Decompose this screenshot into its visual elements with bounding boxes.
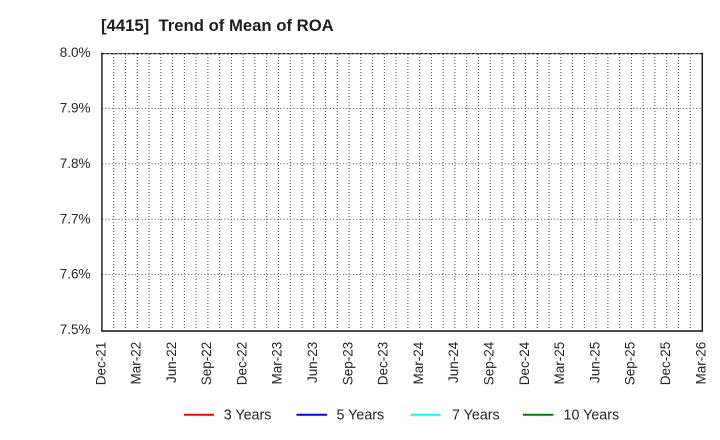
- svg-text:Dec-25: Dec-25: [658, 342, 673, 386]
- svg-text:Mar-24: Mar-24: [411, 341, 426, 384]
- svg-text:3 Years: 3 Years: [224, 408, 272, 424]
- svg-text:Dec-21: Dec-21: [93, 342, 108, 386]
- svg-text:5 Years: 5 Years: [337, 408, 385, 424]
- svg-text:Mar-25: Mar-25: [552, 342, 567, 385]
- svg-text:Mar-22: Mar-22: [129, 342, 144, 385]
- svg-text:Dec-23: Dec-23: [376, 342, 391, 386]
- svg-text:Jun-24: Jun-24: [446, 341, 461, 383]
- svg-text:10 Years: 10 Years: [564, 408, 620, 424]
- svg-text:Sep-25: Sep-25: [623, 342, 638, 386]
- svg-text:Jun-25: Jun-25: [587, 342, 602, 383]
- svg-text:Jun-22: Jun-22: [164, 342, 179, 383]
- svg-text:Mar-23: Mar-23: [270, 342, 285, 385]
- svg-text:Sep-24: Sep-24: [481, 341, 496, 385]
- svg-text:8.0%: 8.0%: [60, 45, 91, 60]
- svg-text:Sep-22: Sep-22: [199, 342, 214, 386]
- svg-text:Dec-24: Dec-24: [517, 341, 532, 385]
- svg-text:Sep-23: Sep-23: [340, 342, 355, 386]
- svg-text:7 Years: 7 Years: [452, 408, 500, 424]
- svg-text:7.5%: 7.5%: [60, 322, 91, 337]
- svg-text:7.9%: 7.9%: [60, 101, 91, 116]
- svg-text:Dec-22: Dec-22: [234, 342, 249, 386]
- svg-text:[4415] Trend of Mean of ROA: [4415] Trend of Mean of ROA: [101, 16, 334, 35]
- svg-text:Jun-23: Jun-23: [305, 342, 320, 383]
- svg-text:7.6%: 7.6%: [60, 267, 91, 282]
- svg-text:Mar-26: Mar-26: [693, 342, 708, 385]
- svg-text:7.8%: 7.8%: [60, 156, 91, 171]
- svg-text:7.7%: 7.7%: [60, 211, 91, 226]
